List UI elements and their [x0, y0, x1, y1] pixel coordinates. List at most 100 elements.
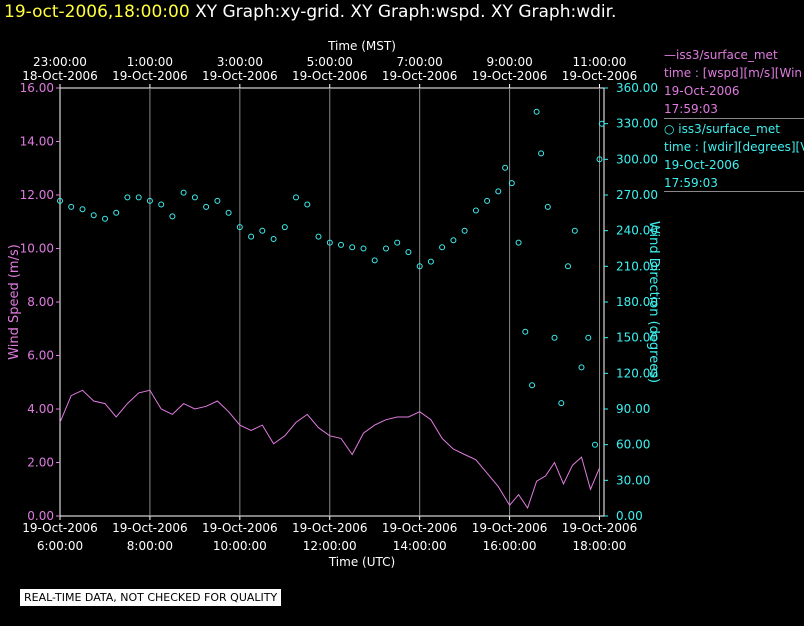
- y-left-tick-label: 10.00: [20, 242, 54, 256]
- series-point-wdir: [508, 180, 515, 187]
- series-point-wdir: [427, 258, 434, 265]
- series-point-wdir: [248, 233, 255, 240]
- x-tick-label-date: 19-Oct-2006: [562, 521, 638, 535]
- x-tick-label-date: 19-Oct-2006: [22, 521, 98, 535]
- graph-timestamp: 19-oct-2006,18:00:00: [4, 2, 190, 22]
- x-tick-label-time: 12:00:00: [303, 539, 357, 553]
- legend-wdir-name: ○ iss3/surface_met: [664, 122, 780, 136]
- series-point-wdir: [214, 197, 221, 204]
- series-point-wdir: [596, 156, 603, 163]
- y-right-tick-label: 300.00: [616, 152, 658, 166]
- series-point-wdir: [146, 197, 153, 204]
- legend-wdir-date: 19-Oct-2006: [664, 158, 740, 172]
- y-left-tick-label: 12.00: [20, 188, 54, 202]
- legend-wspd: —iss3/surface_met time : [wspd][m/s][Win…: [664, 46, 804, 118]
- legend-divider: [664, 118, 804, 119]
- series-point-wdir: [349, 244, 356, 251]
- top-tick-label-date: 19-Oct-2006: [292, 69, 368, 83]
- y-left-tick-label: 0.00: [27, 509, 54, 523]
- series-point-wdir: [529, 382, 536, 389]
- series-point-wdir: [565, 263, 571, 270]
- y-right-axis-title: Wind Direction (degrees): [646, 221, 661, 383]
- x-tick-label-time: 16:00:00: [483, 539, 537, 553]
- y-right-tick-label: 0.00: [616, 509, 643, 523]
- y-right-tick-label: 330.00: [616, 117, 658, 131]
- series-point-wdir: [538, 150, 545, 157]
- x-tick-label-date: 19-Oct-2006: [112, 521, 188, 535]
- y-right-tick-label: 210.00: [616, 259, 658, 273]
- top-tick-label-date: 19-Oct-2006: [112, 69, 188, 83]
- series-point-wdir: [90, 212, 97, 219]
- series-point-wdir: [405, 249, 412, 256]
- series-point-wdir: [522, 328, 529, 335]
- y-right-tick-label: 60.00: [616, 438, 650, 452]
- series-point-wdir: [236, 224, 243, 231]
- series-point-wdir: [360, 245, 367, 252]
- top-tick-label-time: 9:00:00: [486, 55, 532, 69]
- top-tick-label-date: 19-Oct-2006: [382, 69, 458, 83]
- series-point-wdir: [79, 206, 86, 213]
- series-point-wdir: [259, 227, 266, 234]
- y-right-tick-label: 360.00: [616, 81, 658, 95]
- y-right-tick-label: 120.00: [616, 366, 658, 380]
- series-point-wdir: [484, 197, 491, 204]
- y-left-tick-label: 4.00: [27, 402, 54, 416]
- top-tick-label-time: 1:00:00: [127, 55, 173, 69]
- series-point-wdir: [515, 239, 522, 246]
- y-right-tick-label: 150.00: [616, 331, 658, 345]
- top-tick-label-time: 7:00:00: [397, 55, 443, 69]
- series-point-wdir: [281, 224, 288, 231]
- series-point-wdir: [450, 237, 457, 244]
- legend-wdir: ○ iss3/surface_met time : [wdir][degrees…: [664, 120, 804, 192]
- series-point-wdir: [551, 334, 558, 341]
- y-left-axis-title: Wind Speed (m/s): [7, 244, 22, 360]
- series-point-wdir: [578, 364, 585, 371]
- series-point-wdir: [502, 164, 509, 171]
- series-point-wdir: [571, 227, 578, 234]
- top-tick-label-time: 5:00:00: [307, 55, 353, 69]
- legend-wdir-time: 17:59:03: [664, 176, 718, 190]
- y-right-tick-label: 90.00: [616, 402, 650, 416]
- series-point-wdir: [113, 209, 120, 216]
- legend-wspd-desc: time : [wspd][m/s][Win: [664, 66, 803, 80]
- series-point-wdir: [293, 194, 299, 201]
- x-tick-label-time: 8:00:00: [127, 539, 173, 553]
- top-tick-label-date: 19-Oct-2006: [202, 69, 278, 83]
- y-left-tick-label: 14.00: [20, 135, 54, 149]
- series-point-wdir: [495, 188, 502, 195]
- series-point-wdir: [68, 203, 75, 210]
- x-tick-label-date: 19-Oct-2006: [292, 521, 368, 535]
- legend-wspd-name: —iss3/surface_met: [664, 48, 778, 62]
- series-point-wdir: [203, 203, 210, 210]
- bottom-axis-title: Time (UTC): [328, 555, 395, 569]
- y-left-tick-label: 8.00: [27, 295, 54, 309]
- x-tick-label-date: 19-Oct-2006: [202, 521, 278, 535]
- series-point-wdir: [533, 108, 540, 115]
- top-tick-label-time: 23:00:00: [33, 55, 87, 69]
- y-right-tick-label: 270.00: [616, 188, 658, 202]
- series-point-wdir: [326, 239, 333, 246]
- series-point-wdir: [383, 245, 389, 252]
- y-right-tick-label: 240.00: [616, 224, 658, 238]
- y-left-tick-label: 16.00: [20, 81, 54, 95]
- top-axis-title: Time (MST): [327, 39, 396, 53]
- series-point-wdir: [191, 194, 198, 201]
- series-point-wdir: [592, 441, 598, 448]
- series-point-wdir: [102, 215, 108, 222]
- y-right-tick-label: 180.00: [616, 295, 658, 309]
- series-point-wdir: [338, 241, 344, 248]
- top-tick-label-time: 3:00:00: [217, 55, 263, 69]
- series-point-wdir: [371, 257, 378, 264]
- graph-header: 19-oct-2006,18:00:00 XY Graph:xy-grid. X…: [4, 2, 616, 22]
- legend-wspd-time: 17:59:03: [664, 102, 718, 116]
- series-point-wdir: [585, 334, 592, 341]
- series-point-wdir: [180, 189, 187, 196]
- series-point-wdir: [558, 400, 565, 407]
- x-tick-label-time: 6:00:00: [37, 539, 83, 553]
- series-point-wdir: [158, 201, 165, 208]
- series-point-wdir: [270, 236, 277, 242]
- legend-wdir-desc: time : [wdir][degrees][V: [664, 140, 804, 154]
- series-point-wdir: [461, 227, 468, 234]
- series-point-wdir: [169, 213, 176, 220]
